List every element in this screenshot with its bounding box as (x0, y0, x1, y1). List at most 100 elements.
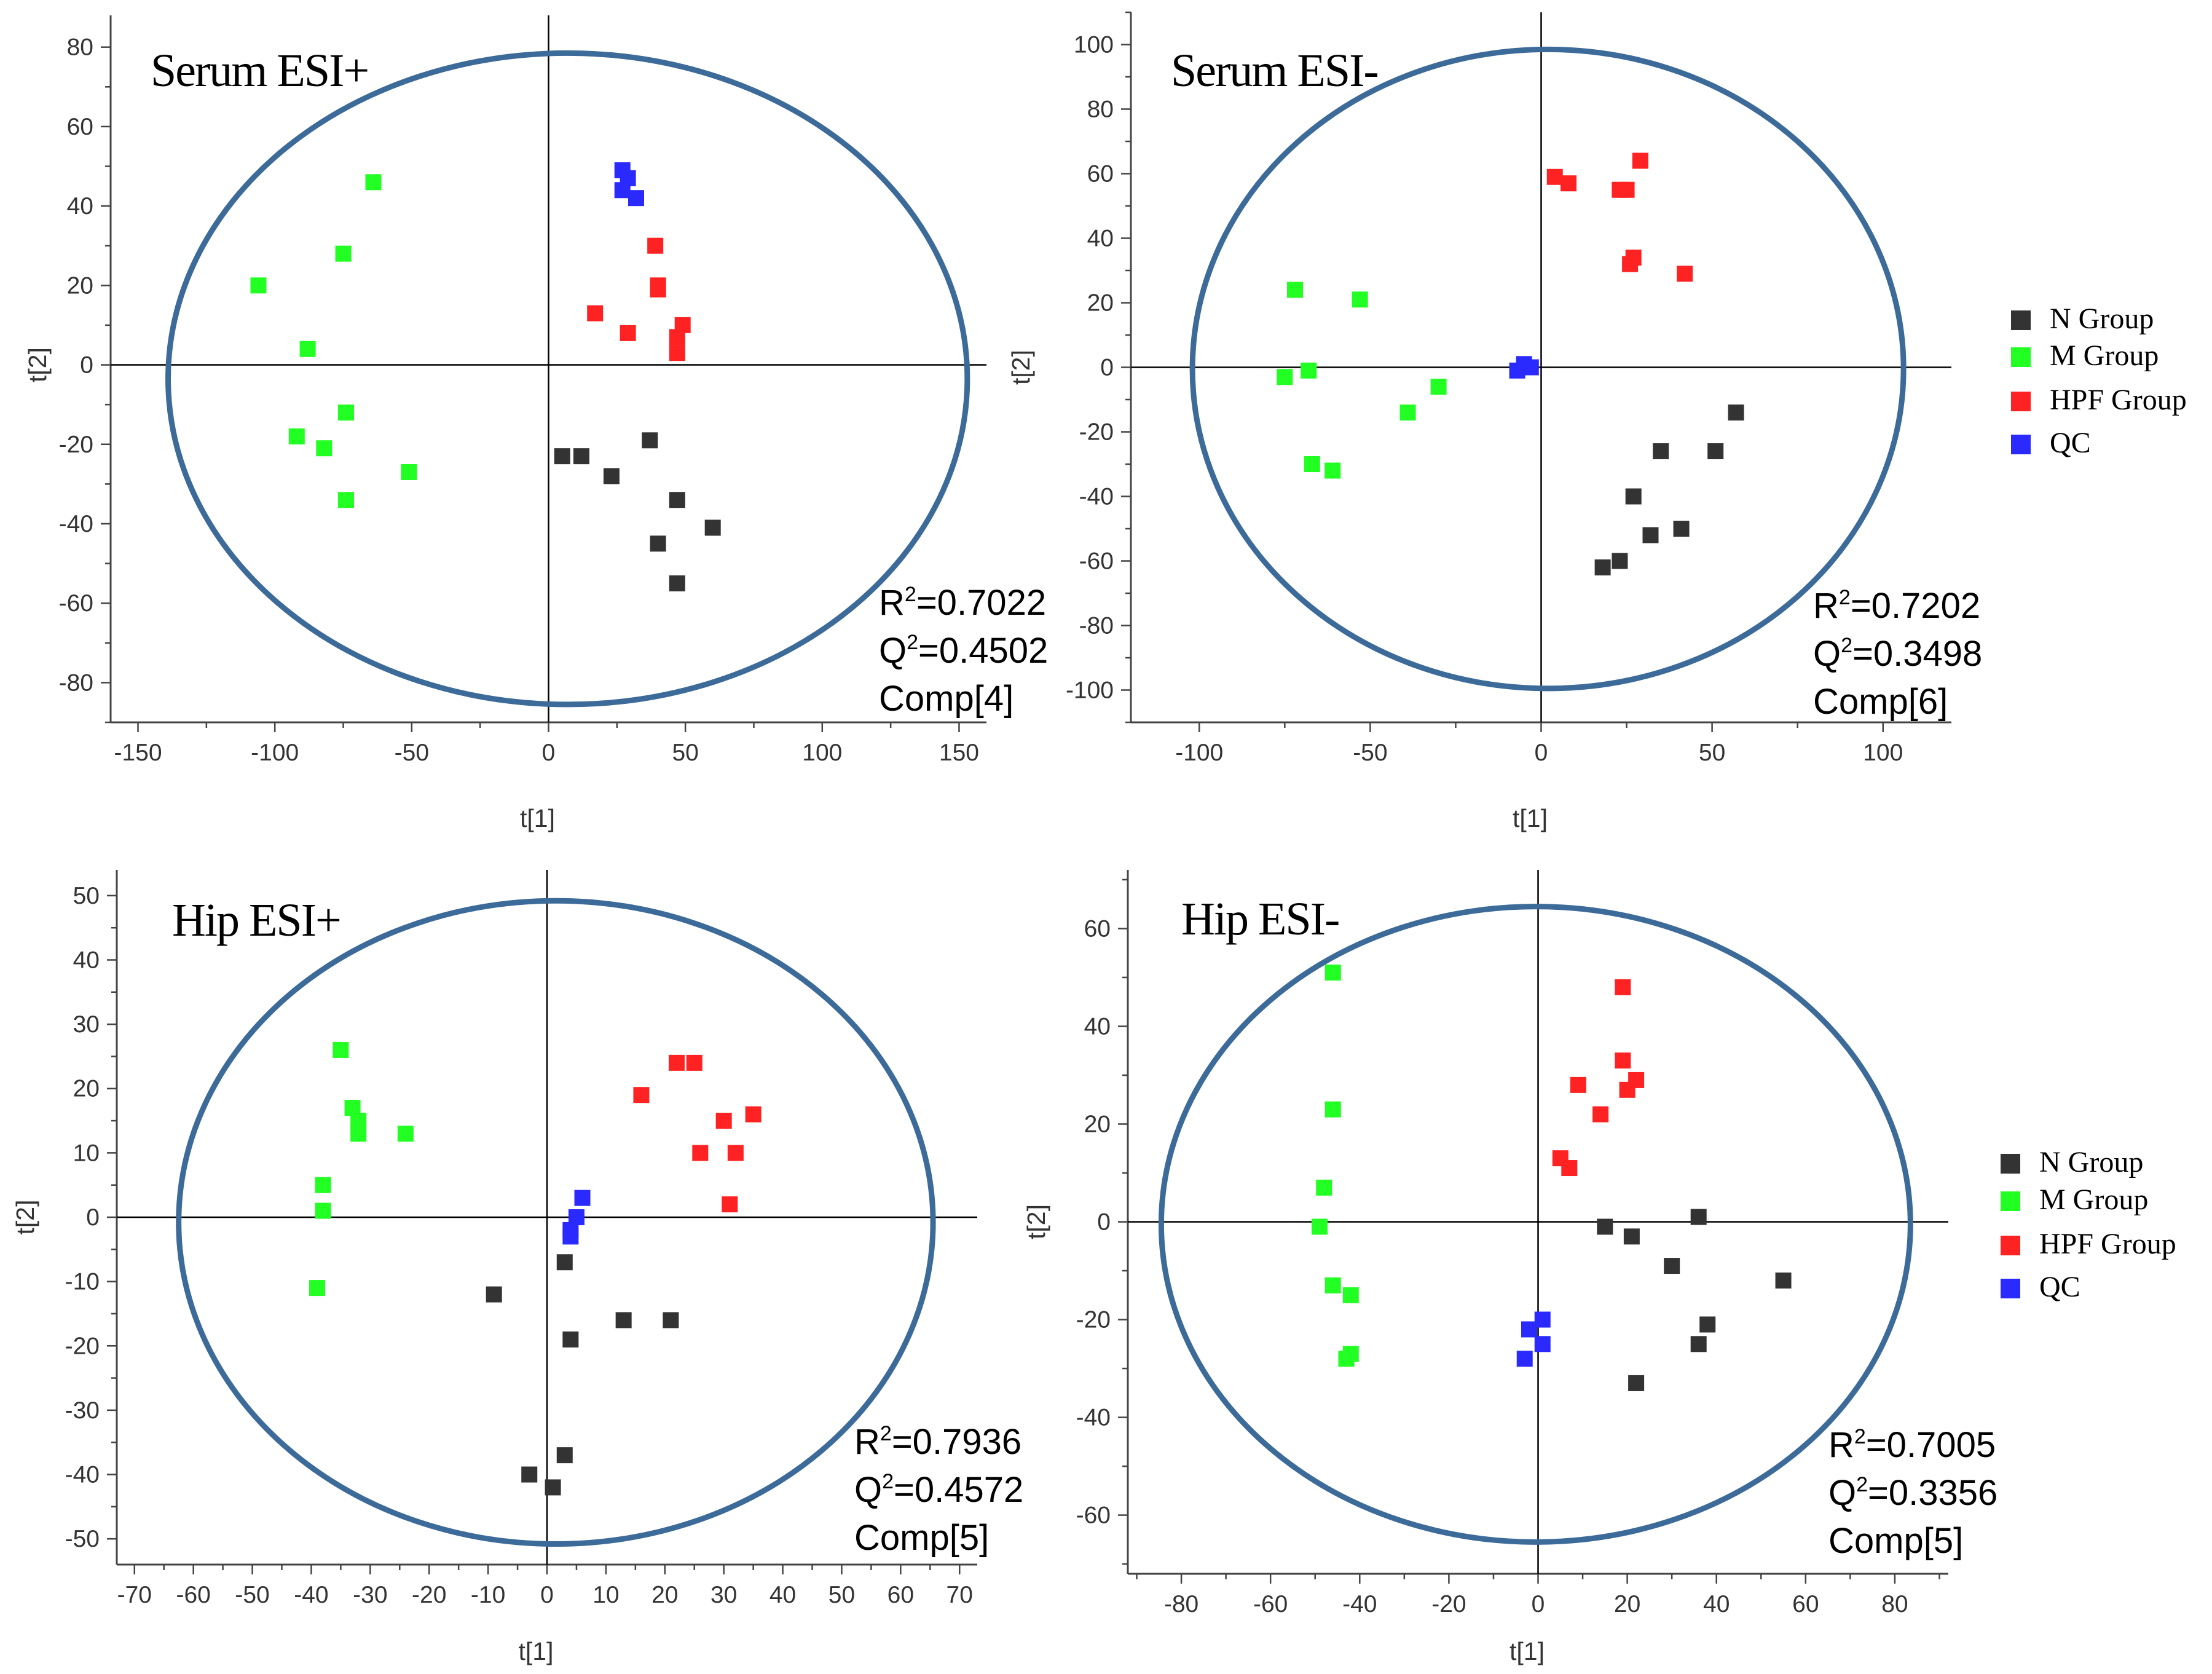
point-m-group (1304, 456, 1320, 472)
point-m-group (1324, 1101, 1341, 1118)
x-tick-label: 20 (651, 1582, 678, 1608)
x-tick-label: -50 (1353, 740, 1387, 766)
point-m-group (1311, 1218, 1328, 1235)
x-tick-label: 50 (829, 1582, 855, 1608)
point-hpf-group (1628, 1072, 1645, 1088)
q2-stat: Q2=0.4572 (854, 1470, 1023, 1510)
r2-value: =0.7202 (1851, 586, 1980, 626)
point-n-group (1699, 1316, 1716, 1333)
chart-hip-esi-plus: -70 -60 -50 -40 -30 -20 -10 0 10 20 30 40 50 60 70-50-… (11, 870, 1023, 1665)
r2-stat: R2=0.7022 (879, 583, 1046, 623)
r2-symbol: R (1813, 586, 1839, 626)
r2-stat: R2=0.7005 (1828, 1425, 1996, 1465)
legend-top-swatch-m (2011, 347, 2031, 367)
point-m-group (365, 174, 382, 191)
point-n-group (1664, 1258, 1680, 1274)
point-hpf-group (668, 1054, 685, 1071)
x-tick-label: -40 (294, 1582, 328, 1608)
x-tick-label: -60 (176, 1582, 210, 1608)
chart-serum-esi-minus: -100 -50 0 50 100 -100 -80 -60 -40 -20 0 20 40 60 80 10… (1007, 11, 1982, 832)
point-n-group (486, 1286, 502, 1303)
point-m-group (1316, 1179, 1332, 1196)
point-qc (1516, 1351, 1533, 1367)
q2-superscript: 2 (907, 631, 918, 654)
x-tick-label: 80 (1881, 1591, 1908, 1617)
legend-bottom-swatch-qc (2001, 1279, 2020, 1298)
point-m-group (309, 1280, 326, 1297)
point-n-group (562, 1331, 579, 1348)
y-tick-label: 80 (1087, 97, 1114, 123)
point-n-group (1707, 443, 1724, 459)
y-tick-label: 40 (67, 193, 93, 219)
y-tick-label: 20 (67, 272, 93, 299)
point-qc (614, 182, 631, 199)
point-qc (1521, 1321, 1537, 1338)
x-tick-label: 0 (1535, 740, 1548, 766)
r2-value: =0.7005 (1866, 1425, 1996, 1465)
point-n-group (1690, 1336, 1707, 1352)
point-qc (1534, 1311, 1551, 1328)
point-n-group (1612, 553, 1628, 569)
confidence-ellipse (1189, 46, 1907, 692)
y-tick-label: -60 (1076, 1502, 1111, 1529)
y-tick-label: -40 (1076, 1405, 1111, 1431)
y-tick-label: 20 (1087, 290, 1114, 317)
point-m-group (1399, 405, 1416, 420)
point-m-group (315, 1202, 331, 1219)
panel-title: Serum ESI- (1171, 45, 1378, 97)
y-tick-label: -80 (1079, 613, 1114, 639)
x-tick-label: 50 (1699, 740, 1725, 766)
point-hpf-group (1615, 979, 1631, 995)
x-tick-label: 100 (802, 740, 842, 766)
point-qc (574, 1190, 591, 1206)
x-tick-label: 70 (947, 1582, 973, 1608)
q2-superscript: 2 (1841, 634, 1852, 657)
x-tick-label: -20 (1431, 1591, 1466, 1617)
point-hpf-group (669, 345, 685, 361)
y-tick-label: 0 (1100, 355, 1114, 381)
y-tick-label: 0 (86, 1204, 100, 1231)
point-hpf-group (587, 305, 604, 322)
chart-hip-esi-minus: -80 -60 -40 -20 0 20 40 60 80 -60 -40 -20 0 20 40 60 t[1… (1022, 870, 1997, 1665)
x-axis-title: t[1] (1513, 804, 1548, 832)
q2-symbol: Q (1828, 1473, 1856, 1513)
point-m-group (397, 1125, 414, 1142)
point-m-group (1352, 291, 1368, 308)
legend-bottom-label-hpf: HPF Group (2039, 1228, 2176, 1260)
legend-bottom-label-m: M Group (2039, 1183, 2148, 1216)
point-n-group (663, 1312, 679, 1329)
r2-symbol: R (879, 583, 905, 623)
y-tick-label: 40 (73, 947, 100, 973)
y-tick-label: 30 (73, 1011, 100, 1038)
point-m-group (299, 341, 316, 357)
point-m-group (1277, 369, 1293, 385)
q2-symbol: Q (854, 1470, 882, 1510)
confidence-ellipse (165, 50, 970, 708)
point-n-group (642, 432, 658, 449)
series-m-group (1277, 282, 1447, 479)
point-n-group (603, 468, 620, 484)
point-hpf-group (722, 1196, 738, 1213)
series-hpf-group (1546, 152, 1693, 282)
q2-value: =0.4572 (894, 1470, 1023, 1510)
r2-symbol: R (1828, 1425, 1854, 1465)
series-qc (1516, 1311, 1551, 1367)
point-hpf-group (715, 1113, 732, 1129)
point-m-group (1324, 462, 1341, 479)
series-m-group (1311, 964, 1359, 1367)
point-n-group (1728, 405, 1744, 420)
q2-value: =0.3498 (1852, 634, 1982, 674)
point-n-group (1625, 488, 1642, 505)
r2-symbol: R (854, 1422, 880, 1462)
component-count: Comp[5] (1828, 1521, 1963, 1561)
y-tick-label: 40 (1087, 226, 1114, 252)
y-tick-label: 0 (80, 352, 93, 379)
legend-top-swatch-qc (2011, 435, 2031, 454)
point-n-group (545, 1479, 561, 1496)
x-tick-label: -70 (117, 1582, 152, 1608)
point-hpf-group (1546, 168, 1563, 185)
legend-top-label-m: M Group (2050, 339, 2159, 372)
point-n-group (556, 1254, 573, 1271)
point-m-group (1430, 379, 1447, 395)
x-tick-label: -30 (353, 1582, 387, 1608)
